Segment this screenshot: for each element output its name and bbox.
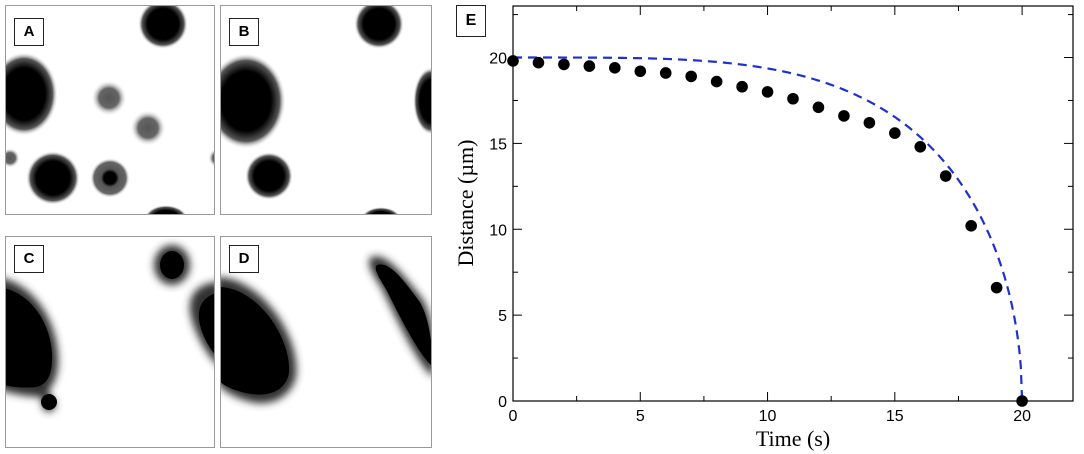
x-tick-label: 15 (886, 408, 904, 425)
data-point (507, 55, 519, 67)
y-tick-label: 0 (498, 394, 507, 411)
data-point (787, 92, 799, 105)
data-point (609, 62, 621, 74)
panel-d-label: D (229, 245, 259, 273)
x-tick-label: 10 (759, 408, 777, 425)
data-point (558, 58, 570, 71)
droplets-a (6, 6, 214, 214)
x-tick-label: 20 (1013, 408, 1031, 425)
plot-frame (512, 5, 1074, 402)
y-axis-label: Distance (µm) (453, 140, 478, 267)
panel-e-label: E (456, 5, 486, 37)
x-tick-label: 5 (636, 408, 645, 425)
data-point (990, 281, 1003, 294)
panel-d-image: D (220, 236, 432, 448)
droplets-c (6, 245, 214, 412)
droplets-b (221, 6, 431, 214)
data-point (914, 141, 927, 153)
data-point (736, 80, 748, 93)
x-tick-label: 0 (509, 408, 518, 425)
panel-b-image: B (220, 5, 432, 215)
data-point (965, 220, 977, 232)
data-point (812, 101, 825, 114)
panel-a-image: A (5, 5, 215, 215)
droplets-d (221, 256, 431, 404)
fit-curve (513, 56, 1024, 402)
panel-c-image: C (5, 236, 215, 448)
data-point (583, 60, 596, 72)
data-point (939, 170, 952, 182)
data-point (863, 116, 876, 129)
data-point (634, 65, 647, 78)
panel-b-label: B (229, 18, 259, 46)
data-point (1016, 395, 1028, 407)
x-axis-ticks: 0 5 10 15 20 (509, 6, 1031, 425)
data-points (507, 55, 1028, 407)
y-tick-label: 10 (489, 222, 507, 239)
panel-c-label: C (14, 245, 44, 273)
data-point (838, 110, 850, 122)
x-axis-label: Time (s) (756, 426, 830, 451)
y-tick-label: 20 (489, 51, 507, 68)
y-tick-label: 15 (489, 136, 507, 153)
y-tick-label: 5 (498, 308, 507, 325)
data-point (659, 67, 672, 79)
panel-a-label: A (14, 18, 44, 46)
data-point (685, 70, 697, 83)
data-point (889, 127, 901, 139)
data-point (710, 75, 723, 88)
data-point (761, 86, 774, 98)
data-point (532, 56, 545, 69)
distance-time-chart: 0 5 10 15 20 0 5 10 15 20 Time (s) Distance (µm) (453, 5, 1074, 451)
